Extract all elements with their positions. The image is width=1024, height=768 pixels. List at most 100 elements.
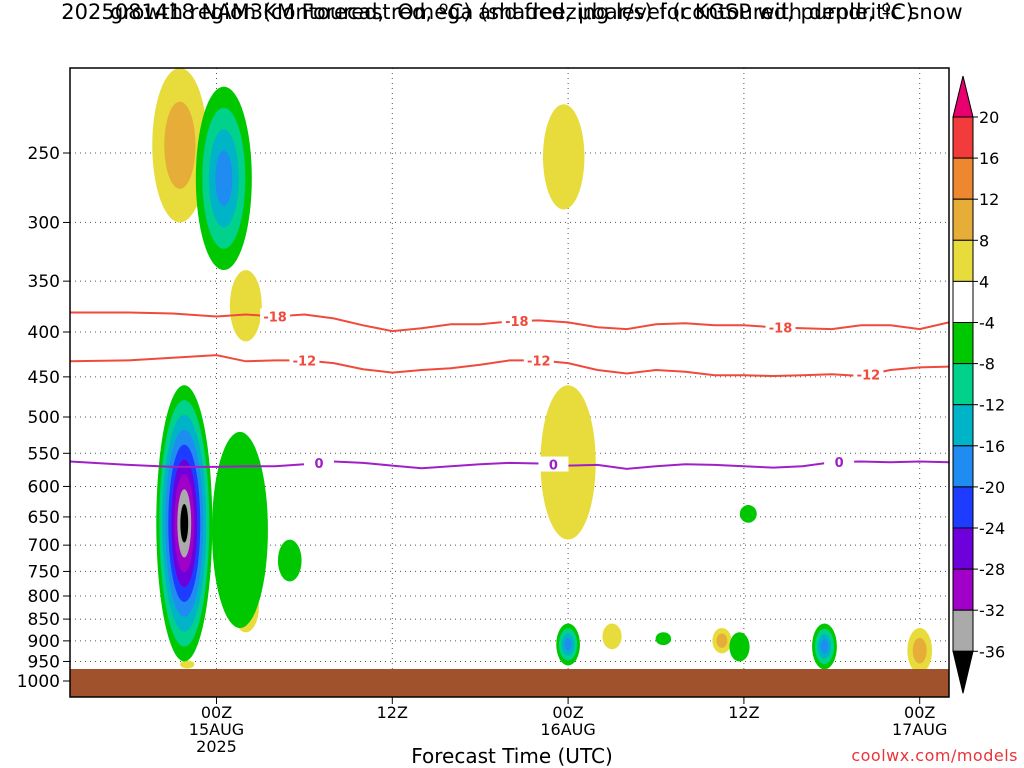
colorbar-tick-label: 8 <box>979 231 989 250</box>
y-tick-label: 700 <box>28 536 60 556</box>
rising-omega-blob <box>912 637 927 664</box>
colorbar-top-arrow <box>952 75 974 118</box>
sinking-omega-blob <box>277 539 302 582</box>
contour-label: -18 <box>505 315 529 330</box>
y-tick-label: 1000 <box>17 672 60 692</box>
contour-label-bg <box>260 308 291 324</box>
colorbar-bottom-arrow <box>952 650 974 694</box>
x-tick-label: 17AUG <box>892 720 947 739</box>
x-tick-label: 16AUG <box>540 720 595 739</box>
plot-frame <box>69 67 950 698</box>
rising-omega-blob <box>229 270 262 342</box>
rising-omega-blob <box>716 633 728 648</box>
colorbar-tick-label: 4 <box>979 272 989 291</box>
y-tick-label: 850 <box>28 610 60 630</box>
y-tick-label: 250 <box>28 144 60 164</box>
colorbar-tick-label: 12 <box>979 190 999 209</box>
contour-label-bg <box>501 313 532 329</box>
contour-label-bg <box>304 454 335 470</box>
colorbar-tick-label: 20 <box>979 108 999 127</box>
chart-title-line2: growth region (contoured, red, ºC) and f… <box>110 0 914 24</box>
chart-title-line1: 2025081418 NAM3KM Forecast Omega (shaded… <box>61 0 963 24</box>
colorbar-swatch <box>952 609 974 652</box>
colorbar-tick-label: -4 <box>979 314 995 333</box>
contour-label: -12 <box>857 369 881 384</box>
y-tick-label: 350 <box>28 272 60 292</box>
sinking-omega-blob <box>215 150 233 207</box>
contour-label: 0 <box>549 459 558 474</box>
contour-label: 0 <box>835 456 844 471</box>
x-tick-label: 00Z <box>904 703 935 722</box>
sinking-omega-blob <box>655 632 672 646</box>
colorbar-tick-label: -16 <box>979 437 1005 456</box>
contour-label-bg <box>765 319 796 335</box>
contour-label-bg <box>853 366 884 382</box>
colorbar-tick-label: -28 <box>979 560 1005 579</box>
x-tick-label: 12Z <box>728 703 759 722</box>
axes: 2503003504004505005506006507007508008509… <box>17 144 948 756</box>
contour-label: 0 <box>315 457 324 472</box>
rising-omega-blob <box>602 623 622 650</box>
contour-line--12 <box>70 354 949 378</box>
contour-label-bg <box>538 456 569 472</box>
colorbar-swatch <box>952 486 974 529</box>
rising-omega-blob <box>180 660 195 669</box>
colorbar-swatch <box>952 198 974 241</box>
y-tick-label: 300 <box>28 213 60 233</box>
sinking-omega-blob <box>211 431 268 628</box>
colorbar-tick-label: -32 <box>979 601 1005 620</box>
y-tick-label: 600 <box>28 477 60 497</box>
x-tick-label: 2025 <box>196 737 237 756</box>
rising-omega-blob <box>542 104 585 210</box>
contour-label-bg <box>523 352 554 368</box>
colorbar-swatch <box>952 280 974 323</box>
sinking-omega-blob <box>739 505 757 523</box>
contour-label-bg <box>289 352 320 368</box>
colorbar-swatch <box>952 157 974 200</box>
colorbar-swatch <box>952 116 974 159</box>
y-tick-label: 450 <box>28 368 60 388</box>
x-tick-label: 00Z <box>552 703 583 722</box>
omega-shading <box>152 68 933 674</box>
colorbar-tick-label: -24 <box>979 519 1005 538</box>
contour-lines: -18 -18 -18 -12 -12 -12 0 0 0 <box>70 308 949 474</box>
sinking-omega-blob <box>180 504 189 543</box>
y-tick-label: 950 <box>28 652 60 672</box>
contour-label: -18 <box>769 321 793 336</box>
y-tick-label: 900 <box>28 632 60 652</box>
contour-label: -18 <box>263 310 287 325</box>
colorbar: 20 16 12 8 4 -4 -8 -12 -16 -20 -24 -28 -32 -36 <box>952 75 1005 694</box>
contour-label: -12 <box>527 354 551 369</box>
colorbar-swatch <box>952 568 974 611</box>
colorbar-tick-label: 16 <box>979 149 999 168</box>
y-tick-label: 400 <box>28 323 60 343</box>
ground-layer <box>70 669 949 697</box>
contour-label-bg <box>824 454 855 470</box>
colorbar-swatch <box>952 445 974 488</box>
colorbar-swatch <box>952 239 974 282</box>
rising-omega-blob <box>164 101 196 189</box>
colorbar-tick-label: -20 <box>979 478 1005 497</box>
ground-fill <box>70 669 949 697</box>
colorbar-swatch <box>952 363 974 406</box>
colorbar-tick-label: -36 <box>979 642 1005 661</box>
colorbar-swatch <box>952 404 974 447</box>
x-tick-label: 15AUG <box>189 720 244 739</box>
contour-label: -12 <box>293 354 317 369</box>
colorbar-tick-label: -8 <box>979 355 995 374</box>
colorbar-swatch <box>952 322 974 365</box>
sinking-omega-blob <box>820 639 829 654</box>
site-credit[interactable]: coolwx.com/models <box>851 746 1018 765</box>
y-tick-label: 500 <box>28 408 60 428</box>
y-tick-label: 800 <box>28 587 60 607</box>
x-tick-label: 12Z <box>377 703 408 722</box>
x-tick-label: 00Z <box>201 703 232 722</box>
x-axis-label: Forecast Time (UTC) <box>411 744 613 768</box>
y-tick-label: 750 <box>28 562 60 582</box>
sinking-omega-blob <box>729 632 750 662</box>
colorbar-swatch <box>952 527 974 570</box>
colorbar-tick-label: -12 <box>979 396 1005 415</box>
sinking-omega-blob <box>564 638 572 651</box>
y-tick-label: 550 <box>28 444 60 464</box>
